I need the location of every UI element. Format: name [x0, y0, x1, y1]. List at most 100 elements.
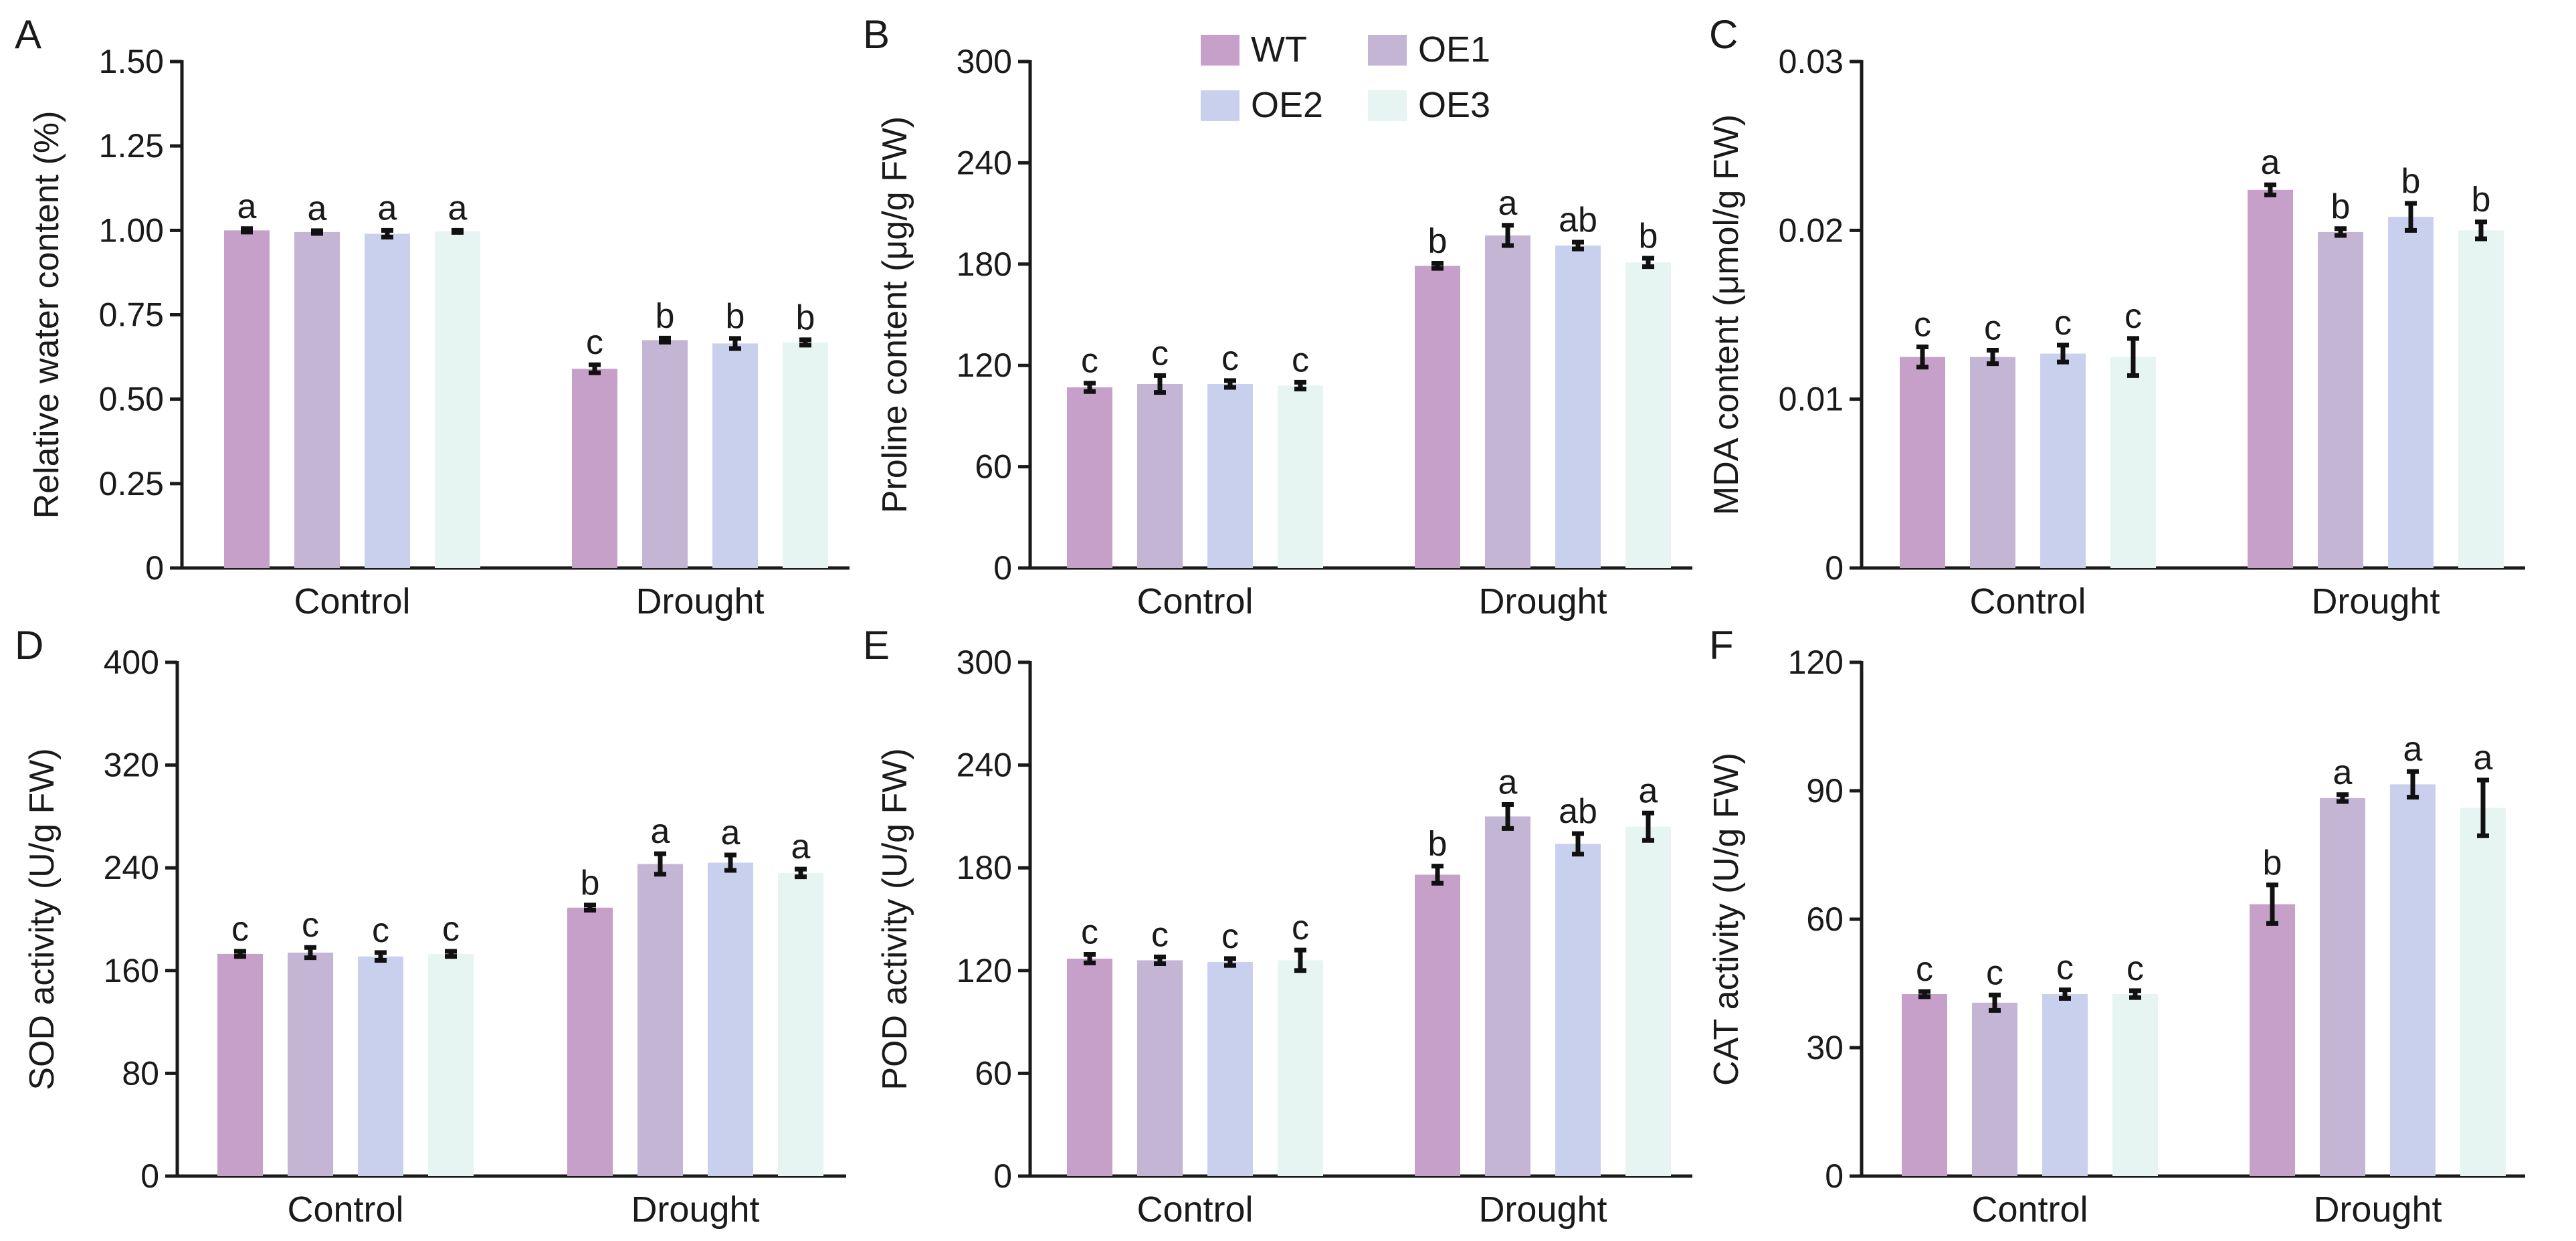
bar-oe3-drought [783, 342, 828, 568]
panel-d: D 0 80 160 240 320 400 SOD activity (U/g FW) c c c… [15, 623, 846, 1230]
bar-oe2-drought [2390, 784, 2436, 1176]
bar-oe1-control [1970, 357, 2015, 568]
y-tick-label: 0 [993, 549, 1012, 587]
y-tick-label: 0.01 [1779, 381, 1844, 418]
significance-letter: c [442, 910, 460, 949]
y-tick-label: 240 [104, 849, 159, 886]
bar-oe1-drought [1485, 816, 1530, 1176]
significance-letter: b [1428, 222, 1448, 261]
y-tick-label: 0.50 [99, 381, 164, 418]
error-bar [2405, 201, 2417, 233]
y-tick-label: 1.50 [99, 43, 164, 80]
error-bar [2475, 219, 2487, 242]
y-tick-label: 80 [122, 1054, 159, 1092]
bar-wt-drought [2250, 904, 2295, 1176]
significance-letter: c [2124, 297, 2142, 336]
error-bar [1502, 223, 1514, 248]
error-bar [2407, 769, 2419, 800]
bar-oe3-control [2112, 994, 2158, 1176]
error-bar [2264, 182, 2276, 197]
legend-label-oe2: OE2 [1251, 85, 1323, 125]
error-bar [1918, 989, 1930, 999]
bar-oe3-drought [2458, 230, 2504, 568]
significance-letter: a [2403, 730, 2423, 769]
significance-letter: c [1221, 339, 1239, 378]
significance-letter: b [1639, 217, 1658, 256]
bar-oe2-drought [1555, 844, 1601, 1176]
panel-c: C 0 0.01 0.02 0.03 MDA content (μmol/g FW) c c c… [1707, 12, 2525, 622]
bar-wt-drought [1415, 874, 1460, 1176]
bar-oe1-drought [2320, 797, 2365, 1176]
bar-oe3-drought [778, 872, 823, 1176]
significance-letter: c [2126, 949, 2144, 988]
bar-wt-control [1067, 958, 1112, 1176]
significance-letter: b [2401, 162, 2421, 201]
error-bar [1916, 344, 1928, 370]
error-bar [452, 227, 464, 235]
y-tick-label: 0 [993, 1157, 1012, 1195]
panel-a: A 0 0.25 0.50 0.75 1.00 1.25 1.50 Relative water… [15, 12, 850, 622]
significance-letter: c [1916, 950, 1933, 989]
error-bar [445, 949, 457, 959]
significance-letter: a [1498, 184, 1518, 223]
error-bar [799, 337, 811, 348]
bar-oe1-control [1972, 1002, 2017, 1176]
y-tick-label: 0.25 [99, 465, 164, 502]
legend-swatch-oe3 [1368, 90, 1407, 121]
y-tick-label: 400 [104, 644, 159, 681]
error-bar [1987, 347, 1999, 367]
error-bar [659, 335, 671, 345]
y-tick-label: 120 [1788, 644, 1844, 681]
bar-wt-control [1902, 994, 1947, 1176]
y-tick-label: 0.02 [1779, 211, 1844, 249]
panel-letter: B [863, 12, 890, 57]
y-tick-label: 120 [957, 952, 1012, 989]
panel-letter: E [863, 623, 890, 668]
error-bar [1154, 954, 1166, 967]
significance-letter: b [796, 298, 815, 337]
significance-letter: a [651, 812, 670, 851]
bar-wt-drought [1415, 266, 1460, 568]
bar-oe1-drought [1485, 235, 1530, 568]
error-bar [1224, 956, 1236, 968]
x-category-label: Control [294, 581, 410, 622]
bar-oe2-control [365, 233, 410, 568]
significance-letter: a [721, 814, 740, 852]
x-category-label: Control [1136, 581, 1253, 622]
y-tick-label: 60 [975, 1054, 1012, 1092]
bar-oe2-control [2042, 994, 2088, 1176]
error-bar [1154, 373, 1166, 395]
error-bar [1294, 947, 1306, 973]
panel-letter: A [15, 12, 41, 57]
y-tick-label: 120 [957, 347, 1012, 384]
y-tick-label: 0 [140, 1157, 159, 1195]
significance-letter: c [1081, 913, 1098, 951]
panel-f: F 0 30 60 90 120 CAT activity (U/g FW) c c c c Cont… [1707, 623, 2525, 1230]
y-axis-label: Proline content (μg/g FW) [876, 116, 914, 514]
bar-oe1-drought [2318, 231, 2363, 568]
significance-letter: b [726, 297, 745, 336]
x-category-label: Drought [2313, 1189, 2442, 1230]
error-bar [724, 852, 736, 873]
significance-letter: ab [1559, 792, 1597, 831]
significance-letter: c [1984, 308, 2001, 347]
error-bar [1224, 378, 1236, 390]
y-axis-label: CAT activity (U/g FW) [1707, 753, 1746, 1086]
bar-oe1-control [1137, 960, 1183, 1176]
significance-letter: a [2474, 739, 2493, 777]
error-bar [654, 851, 666, 877]
y-axis-label: Relative water content (%) [27, 111, 66, 519]
bar-oe2-drought [1555, 246, 1601, 568]
significance-letter: b [2331, 187, 2351, 226]
y-tick-label: 180 [957, 849, 1012, 886]
bar-oe1-control [1137, 383, 1183, 568]
bar-oe1-control [288, 952, 333, 1176]
y-tick-label: 160 [104, 952, 159, 989]
error-bar [1084, 951, 1096, 965]
panel-e: E 0 60 120 180 240 300 POD activity (U/g FW) c c c… [863, 623, 1692, 1230]
error-bar [1294, 379, 1306, 392]
significance-letter: b [2472, 181, 2491, 219]
legend-swatch-oe2 [1201, 90, 1240, 121]
significance-letter: a [448, 189, 468, 227]
significance-letter: a [2261, 143, 2280, 182]
